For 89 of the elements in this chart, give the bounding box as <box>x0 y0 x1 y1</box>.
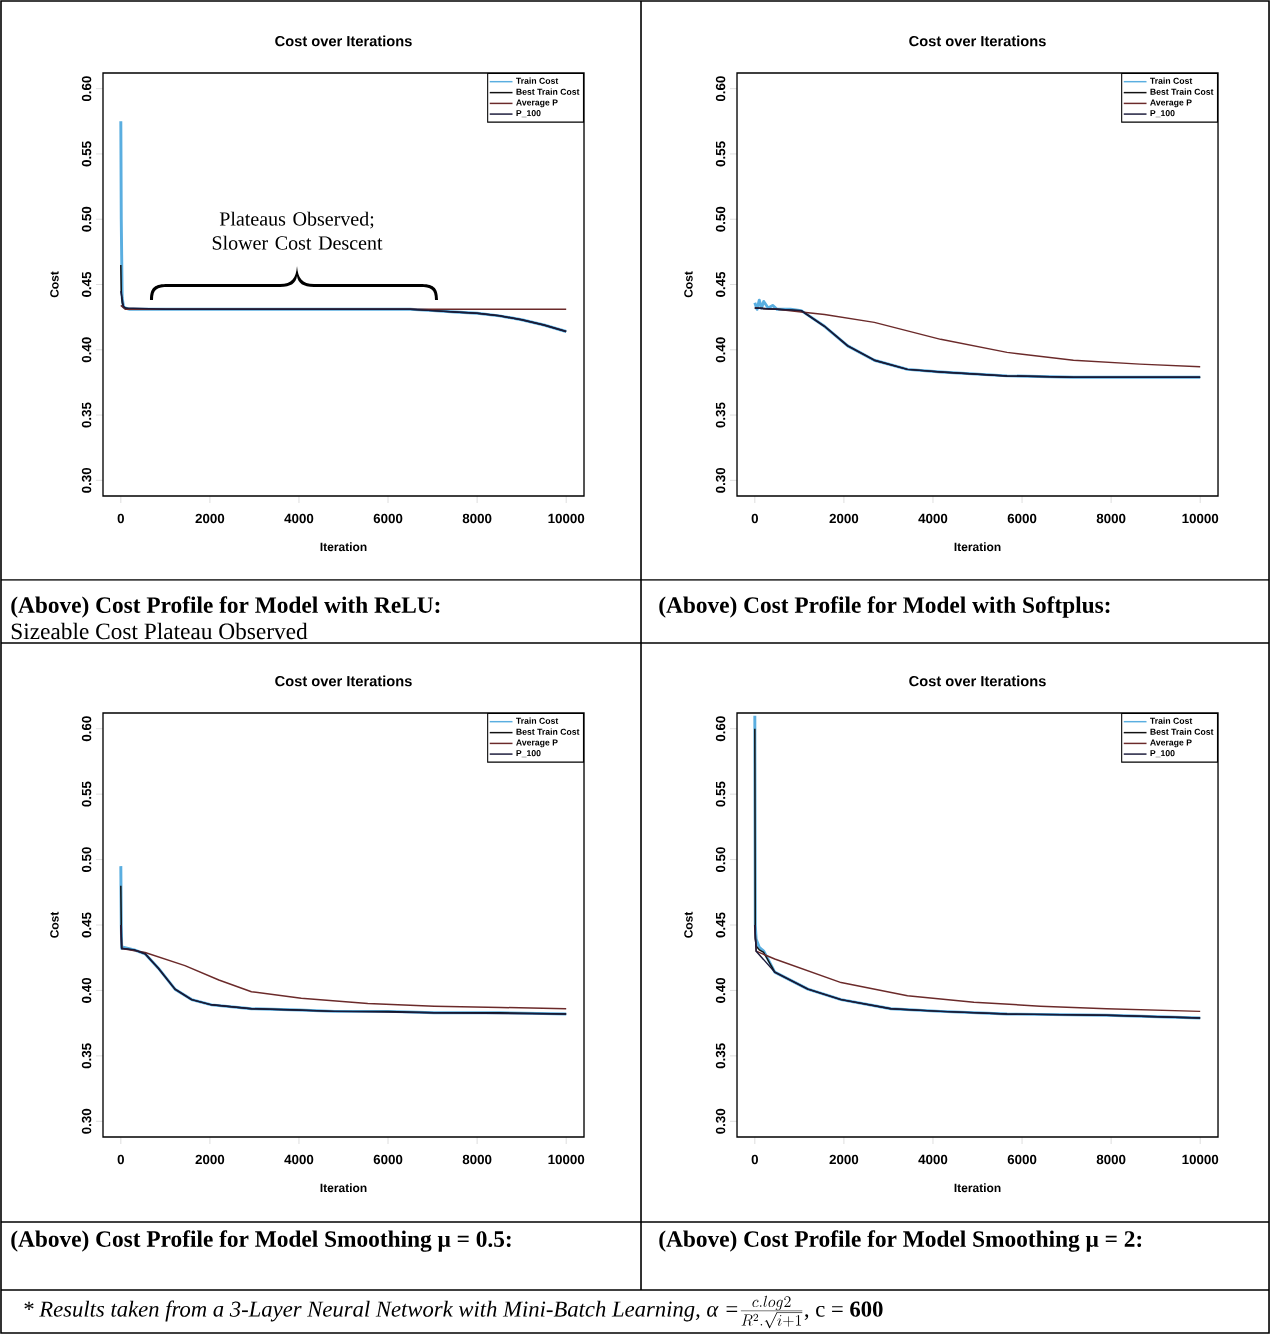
y-tick-label: 0.60 <box>715 76 726 102</box>
y-tick-label: 0.55 <box>715 781 726 807</box>
annotation: Plateaus Observed; Slower Cost Descent <box>212 211 383 250</box>
chart-title: Cost over Iterations <box>275 675 412 687</box>
y-tick-label: 0.35 <box>715 402 726 428</box>
x-axis-title: Iteration <box>320 542 367 552</box>
x-tick-label: 10000 <box>1182 513 1219 524</box>
legend-label: Best Train Cost <box>1150 88 1214 95</box>
y-tick-label: 0.30 <box>715 467 726 493</box>
x-tick-label: 4000 <box>918 1154 948 1165</box>
y-tick-label: 0.60 <box>715 716 726 742</box>
y-tick-label: 0.60 <box>81 716 92 742</box>
y-axis-title: Cost <box>50 271 59 298</box>
chart-title: Cost over Iterations <box>275 35 412 47</box>
legend-label: P_100 <box>516 750 541 758</box>
y-tick-label: 0.55 <box>81 781 92 807</box>
y-tick-label: 0.30 <box>81 467 92 493</box>
legend-label: Train Cost <box>516 717 559 724</box>
y-tick-label: 0.35 <box>81 402 92 428</box>
x-tick-label: 0 <box>751 513 758 524</box>
legend-label: Average P <box>516 739 558 748</box>
y-tick-label: 0.50 <box>715 206 726 232</box>
y-tick-label: 0.55 <box>715 141 726 167</box>
x-tick-label: 10000 <box>1182 1154 1219 1165</box>
y-tick-label: 0.50 <box>81 847 92 873</box>
x-tick-label: 8000 <box>462 1154 492 1165</box>
y-tick-label: 0.55 <box>81 141 92 167</box>
text: (Above) Cost Profile for Model Smoothing μ = 0.5: <box>11 1230 511 1252</box>
legend-label: P_100 <box>516 110 541 118</box>
y-tick-label: 0.50 <box>81 206 92 232</box>
legend-label: Average P <box>1150 99 1192 108</box>
y-axis-title: Cost <box>684 271 693 298</box>
x-tick-label: 8000 <box>1096 513 1126 524</box>
x-tick-label: 4000 <box>284 1154 314 1165</box>
text: (Above) Cost Profile for Model with ReLU: <box>11 596 440 618</box>
y-tick-label: 0.45 <box>81 912 92 938</box>
x-tick-label: 2000 <box>829 1154 859 1165</box>
legend-label: Train Cost <box>1150 717 1193 724</box>
text: * Results taken from a 3-Layer Neural Network with Mini-Batch Learning, α = <box>24 1300 738 1322</box>
x-tick-label: 2000 <box>195 513 225 524</box>
text: (Above) Cost Profile for Model with Softplus: <box>659 596 1110 618</box>
legend-label: Best Train Cost <box>1150 728 1214 735</box>
text: $\frac{c.log2}{R^{2}.\sqrt{i+1}}$ <box>740 1295 803 1329</box>
y-tick-label: 0.30 <box>81 1108 92 1134</box>
legend-label: Best Train Cost <box>516 728 580 735</box>
x-tick-label: 0 <box>117 513 124 524</box>
legend-label: Train Cost <box>516 77 559 84</box>
y-tick-label: 0.30 <box>715 1108 726 1134</box>
y-tick-label: 0.35 <box>81 1043 92 1069</box>
x-tick-label: 0 <box>751 1154 758 1165</box>
y-axis-title: Cost <box>50 911 59 938</box>
y-tick-label: 0.50 <box>715 847 726 873</box>
y-axis-title: Cost <box>684 911 693 938</box>
y-tick-label: 0.40 <box>81 978 92 1003</box>
legend-label: Train Cost <box>1150 77 1193 84</box>
legend-label: P_100 <box>1150 110 1175 118</box>
y-tick-label: 0.45 <box>715 912 726 938</box>
text: , c = 600 <box>804 1301 883 1321</box>
y-tick-label: 0.60 <box>81 76 92 102</box>
y-tick-label: 0.40 <box>715 337 726 363</box>
x-tick-label: 10000 <box>548 1154 585 1165</box>
x-axis-title: Iteration <box>954 542 1001 552</box>
y-tick-label: 0.45 <box>715 271 726 297</box>
chart-title: Cost over Iterations <box>909 35 1046 47</box>
text: Sizeable Cost Plateau Observed <box>11 622 308 640</box>
x-tick-label: 8000 <box>1096 1154 1126 1165</box>
x-axis-title: Iteration <box>320 1183 367 1193</box>
x-tick-label: 10000 <box>548 513 585 524</box>
legend-label: Average P <box>1150 739 1192 748</box>
chart-title: Cost over Iterations <box>909 675 1046 687</box>
x-tick-label: 4000 <box>918 513 948 524</box>
y-tick-label: 0.45 <box>81 271 92 297</box>
legend-label: P_100 <box>1150 750 1175 758</box>
x-tick-label: 2000 <box>195 1154 225 1165</box>
y-tick-label: 0.35 <box>715 1043 726 1069</box>
x-tick-label: 6000 <box>373 1154 403 1165</box>
x-axis-title: Iteration <box>954 1183 1001 1193</box>
text: (Above) Cost Profile for Model Smoothing μ = 2: <box>659 1230 1142 1252</box>
y-tick-label: 0.40 <box>715 978 726 1003</box>
x-tick-label: 0 <box>117 1154 124 1165</box>
x-tick-label: 6000 <box>1007 1154 1037 1165</box>
legend-label: Best Train Cost <box>516 88 580 95</box>
y-tick-label: 0.40 <box>81 337 92 363</box>
x-tick-label: 6000 <box>1007 513 1037 524</box>
legend-label: Average P <box>516 99 558 108</box>
x-tick-label: 8000 <box>462 513 492 524</box>
x-tick-label: 4000 <box>284 513 314 524</box>
x-tick-label: 2000 <box>829 513 859 524</box>
x-tick-label: 6000 <box>373 513 403 524</box>
